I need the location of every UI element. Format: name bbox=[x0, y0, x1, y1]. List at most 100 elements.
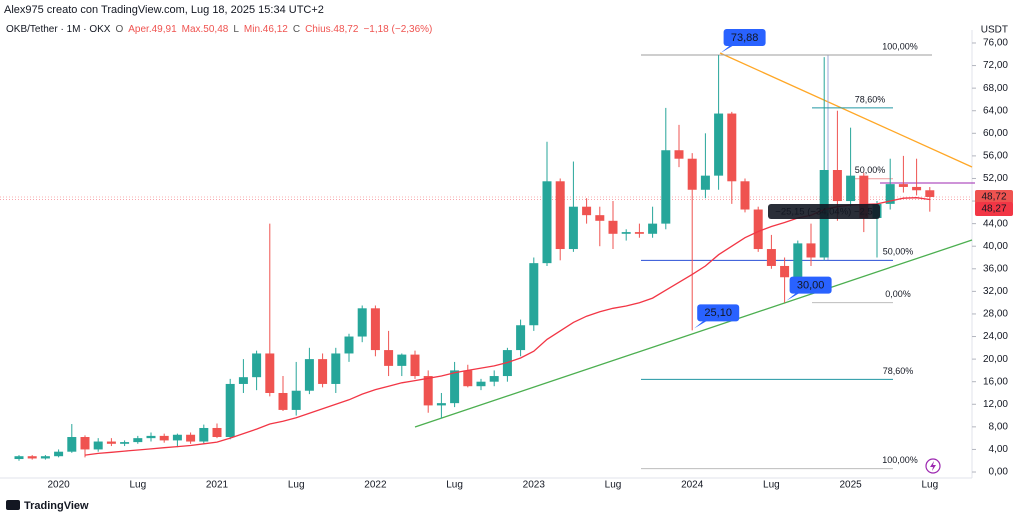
candle-body bbox=[859, 175, 869, 218]
candle-body bbox=[304, 359, 314, 391]
candle-body bbox=[529, 263, 539, 326]
icon[interactable] bbox=[925, 458, 941, 474]
x-tick-label: Lug bbox=[446, 480, 463, 491]
candle-body bbox=[634, 232, 644, 234]
x-tick-label: 2020 bbox=[47, 480, 70, 491]
x-tick-label: 2022 bbox=[364, 480, 387, 491]
y-tick-label: 40,00 bbox=[983, 241, 1008, 252]
x-tick-label: 2025 bbox=[839, 480, 862, 491]
candle-body bbox=[687, 158, 697, 190]
x-tick-label: Lug bbox=[605, 480, 622, 491]
candle-body bbox=[766, 249, 776, 266]
x-tick-label: 2023 bbox=[523, 480, 546, 491]
candle-body bbox=[727, 113, 737, 182]
price-tag-label: 48,27 bbox=[981, 204, 1006, 215]
fib-label: 100,00% bbox=[882, 455, 918, 465]
legend-item: Chius.48,72 bbox=[305, 24, 359, 35]
y-tick-label: 56,00 bbox=[983, 151, 1008, 162]
candle-body bbox=[186, 434, 196, 442]
trendline bbox=[414, 239, 973, 428]
candle-body bbox=[740, 181, 750, 210]
candle-body bbox=[384, 350, 394, 366]
candle-body bbox=[67, 437, 77, 452]
x-tick-label: 2021 bbox=[206, 480, 229, 491]
candle-body bbox=[700, 175, 710, 190]
legend-item: OKB/Tether · 1M · OKX bbox=[6, 24, 111, 35]
legend-item: Max.50,48 bbox=[182, 24, 229, 35]
candle-body bbox=[450, 370, 460, 404]
candle-body bbox=[516, 325, 526, 351]
y-tick-label: 68,00 bbox=[983, 83, 1008, 94]
fib-label: 100,00% bbox=[882, 41, 918, 51]
candle-body bbox=[793, 243, 803, 278]
candle-body bbox=[489, 376, 499, 382]
x-tick-label: Lug bbox=[129, 480, 146, 491]
measure-box bbox=[768, 204, 880, 219]
callout-label: 73,88 bbox=[731, 32, 759, 44]
fib-label: 50,00% bbox=[855, 165, 886, 175]
candle-body bbox=[93, 441, 103, 450]
candle-body bbox=[661, 150, 671, 224]
candle-body bbox=[423, 376, 433, 406]
candle-body bbox=[133, 438, 143, 443]
candle-body bbox=[146, 435, 156, 439]
candle-body bbox=[225, 383, 235, 438]
candle-body bbox=[595, 215, 605, 221]
candle-body bbox=[832, 170, 842, 202]
candle-body bbox=[199, 427, 209, 442]
candle-body bbox=[212, 427, 222, 438]
legend-item: −1,18 (−2,36%) bbox=[363, 24, 432, 35]
callout-box bbox=[723, 28, 766, 46]
callout-box bbox=[789, 276, 832, 294]
candle-body bbox=[357, 308, 367, 337]
fib-label: 50,00% bbox=[883, 247, 914, 257]
fib-label: 78,60% bbox=[883, 366, 914, 376]
y-tick-label: 4,00 bbox=[989, 444, 1009, 455]
candle-body bbox=[397, 354, 407, 366]
candle-body bbox=[621, 232, 631, 234]
candle-body bbox=[27, 456, 37, 459]
y-tick-label: 12,00 bbox=[983, 399, 1008, 410]
brand-logo bbox=[6, 500, 20, 510]
candle-body bbox=[120, 442, 130, 444]
y-tick-label: 20,00 bbox=[983, 354, 1008, 365]
candle-body bbox=[714, 113, 724, 176]
candle-body bbox=[885, 184, 895, 204]
watermark: Alex975 creato con TradingView.com, Lug … bbox=[4, 4, 324, 16]
callout-label: 25,10 bbox=[704, 307, 732, 319]
price-tag-label: 48,72 bbox=[981, 192, 1006, 203]
candle-body bbox=[648, 223, 658, 234]
callout-label: 30,00 bbox=[797, 280, 825, 292]
icon[interactable] bbox=[930, 461, 936, 471]
candle-body bbox=[780, 265, 790, 278]
price-tag bbox=[975, 189, 1013, 204]
x-tick-label: Lug bbox=[763, 480, 780, 491]
x-tick-label: Lug bbox=[288, 480, 305, 491]
y-tick-label: 52,00 bbox=[983, 173, 1008, 184]
y-tick-label: 76,00 bbox=[983, 38, 1008, 49]
candle-body bbox=[912, 186, 922, 191]
candle-body bbox=[925, 190, 935, 197]
candle-body bbox=[555, 181, 565, 250]
x-tick-label: 2024 bbox=[681, 480, 704, 491]
y-tick-label: 36,00 bbox=[983, 263, 1008, 274]
trendline bbox=[719, 52, 973, 168]
candle-body bbox=[370, 308, 380, 351]
candle-body bbox=[582, 206, 592, 216]
candle-body bbox=[476, 381, 486, 387]
legend-item: O bbox=[115, 24, 123, 35]
legend-item: C bbox=[293, 24, 300, 35]
candle-body bbox=[265, 353, 275, 393]
y-tick-label: 8,00 bbox=[989, 421, 1009, 432]
candle-body bbox=[278, 392, 288, 410]
y-tick-label: 0,00 bbox=[989, 467, 1009, 478]
y-tick-label: 60,00 bbox=[983, 128, 1008, 139]
candle-body bbox=[568, 206, 578, 250]
y-tick-label: 32,00 bbox=[983, 286, 1008, 297]
fib-label: 78,60% bbox=[855, 94, 886, 104]
candle-body bbox=[463, 370, 473, 387]
candle-body bbox=[318, 359, 328, 384]
candle-body bbox=[436, 403, 446, 406]
